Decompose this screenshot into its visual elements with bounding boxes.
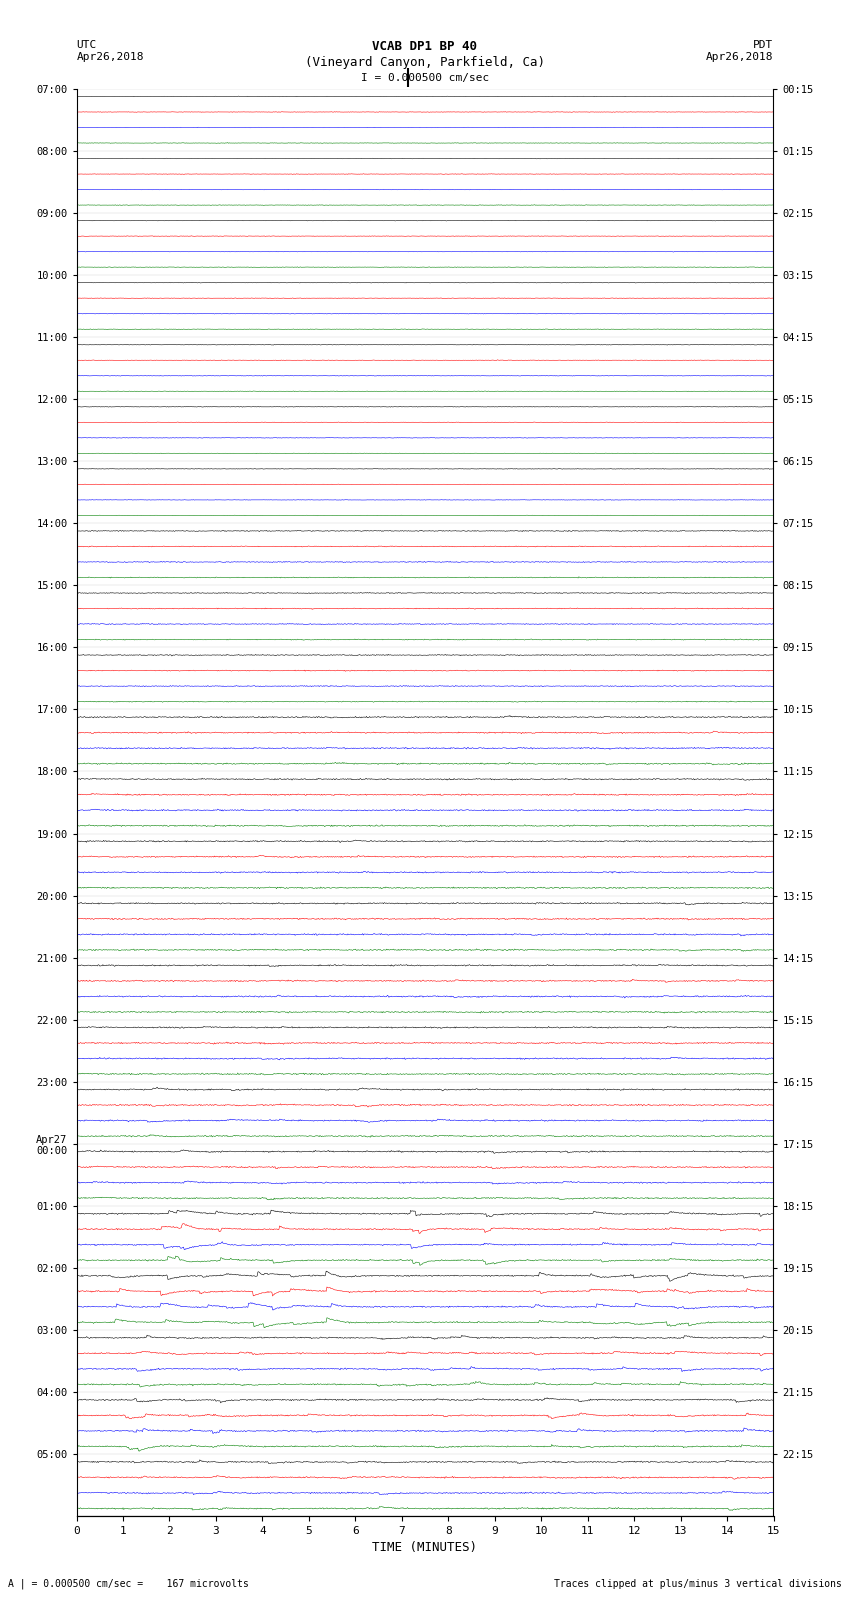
Text: PDT
Apr26,2018: PDT Apr26,2018	[706, 40, 774, 61]
Text: UTC
Apr26,2018: UTC Apr26,2018	[76, 40, 144, 61]
Text: VCAB DP1 BP 40: VCAB DP1 BP 40	[372, 40, 478, 53]
Text: (Vineyard Canyon, Parkfield, Ca): (Vineyard Canyon, Parkfield, Ca)	[305, 56, 545, 69]
X-axis label: TIME (MINUTES): TIME (MINUTES)	[372, 1542, 478, 1555]
Text: I = 0.000500 cm/sec: I = 0.000500 cm/sec	[361, 73, 489, 82]
Text: Traces clipped at plus/minus 3 vertical divisions: Traces clipped at plus/minus 3 vertical …	[553, 1579, 842, 1589]
Text: A | = 0.000500 cm/sec =    167 microvolts: A | = 0.000500 cm/sec = 167 microvolts	[8, 1579, 249, 1589]
